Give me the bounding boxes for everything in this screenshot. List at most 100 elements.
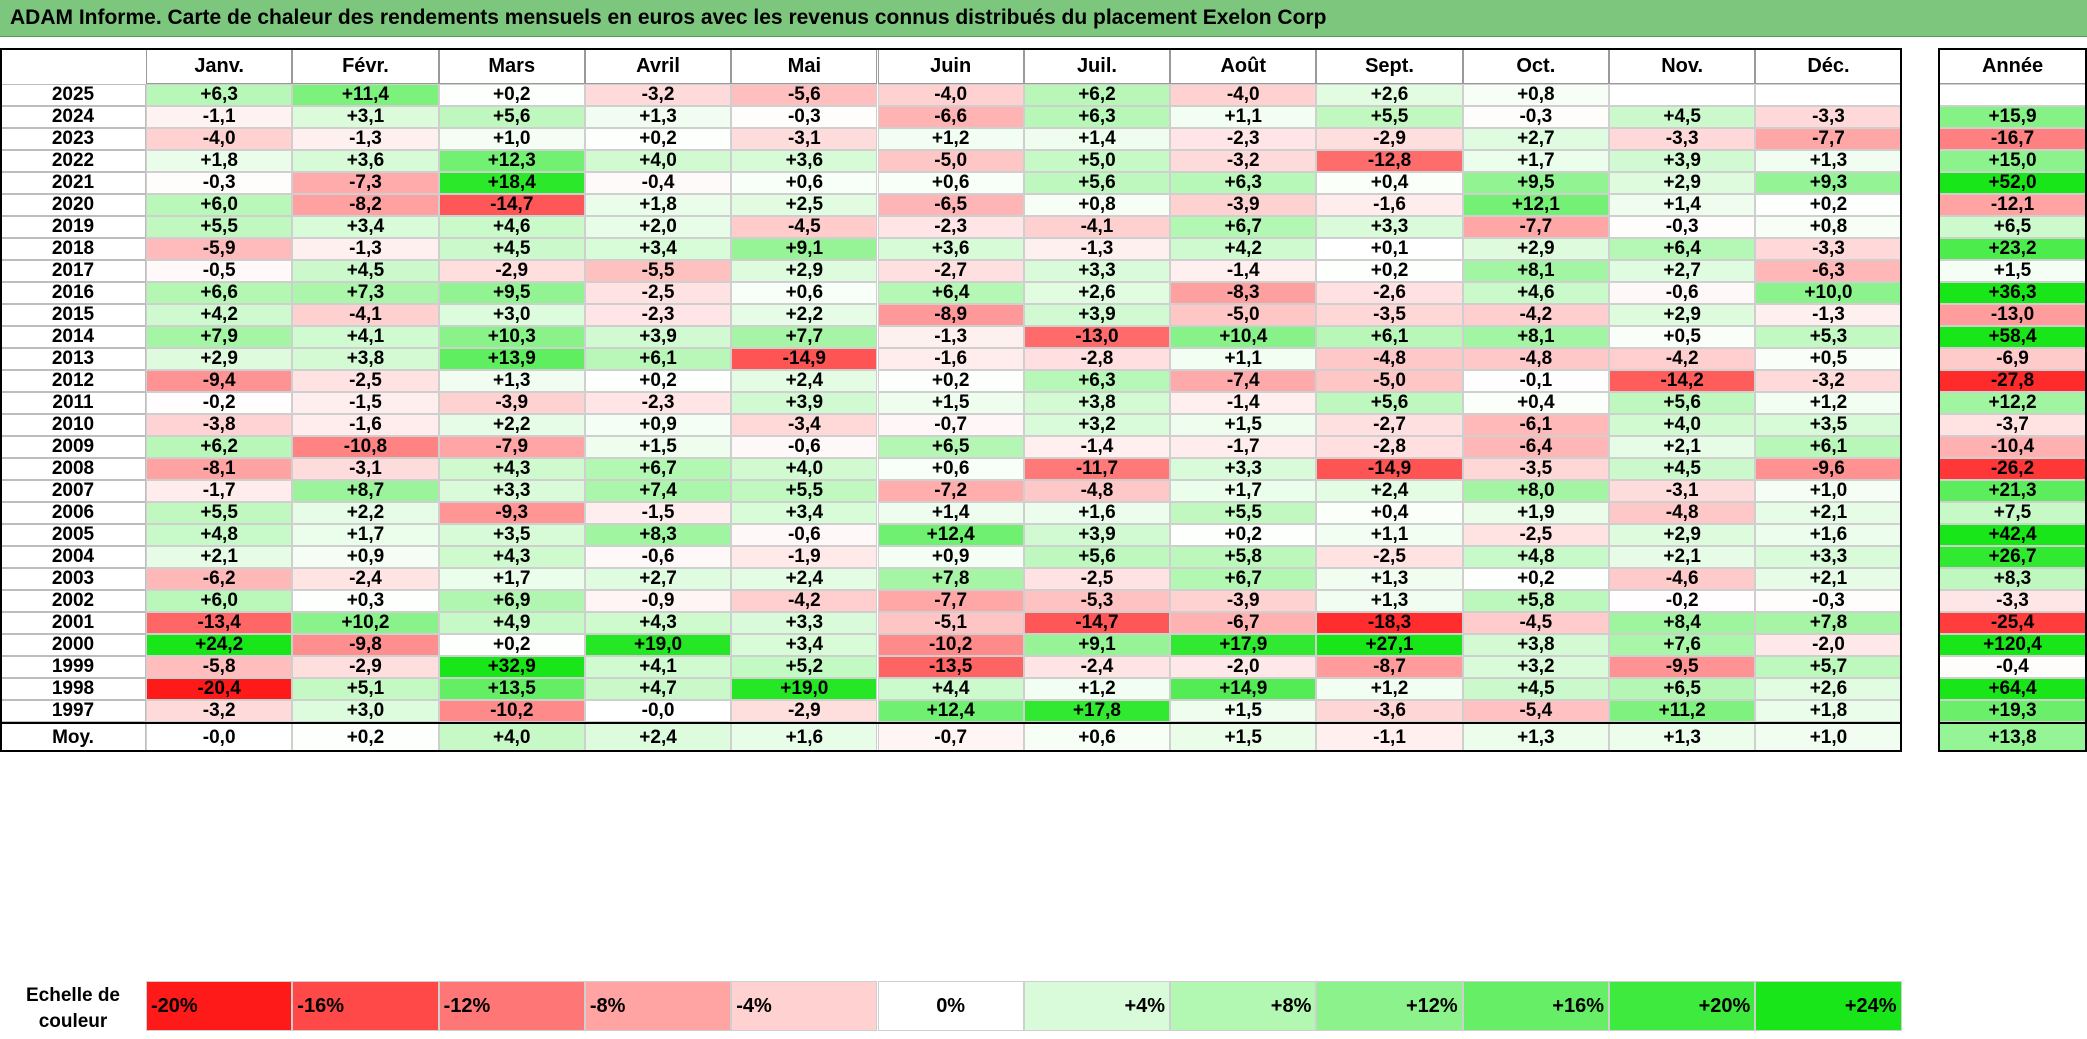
heatmap-cell: +1,1 <box>1316 524 1463 546</box>
heatmap-cell: -9,6 <box>1755 458 1902 480</box>
heatmap-cell: +6,7 <box>1170 568 1317 590</box>
heatmap-cell: +9,3 <box>1755 172 1902 194</box>
heatmap-cell: +0,6 <box>731 282 878 304</box>
heatmap-cell: -6,1 <box>1462 414 1609 436</box>
heatmap-cell: +1,9 <box>1462 502 1609 524</box>
heatmap-cell: +6,3 <box>146 84 293 106</box>
heatmap-cell: -3,8 <box>146 414 293 436</box>
heatmap-cell: -3,4 <box>731 414 878 436</box>
annual-cell: -16,7 <box>1938 128 2087 150</box>
heatmap-cell: +1,3 <box>584 106 732 128</box>
year-label: 2014 <box>0 326 146 348</box>
heatmap-cell: +1,6 <box>1755 524 1902 546</box>
heatmap-cell: +1,6 <box>1023 502 1171 524</box>
heatmap-cell: +19,0 <box>731 678 878 700</box>
heatmap-cell: +5,6 <box>438 106 585 128</box>
heatmap-cell: +0,3 <box>292 590 439 612</box>
heatmap-cell: -0,2 <box>146 392 293 414</box>
heatmap-cell: -3,1 <box>1609 480 1756 502</box>
heatmap-cell: -9,3 <box>438 502 585 524</box>
heatmap-cell: +3,4 <box>292 216 439 238</box>
heatmap-cell: -6,7 <box>1170 612 1317 634</box>
heatmap-cell: +9,1 <box>1023 634 1171 656</box>
heatmap-cell: +4,4 <box>877 678 1024 700</box>
heatmap-cell: +2,2 <box>438 414 585 436</box>
heatmap-cell: +5,6 <box>1023 546 1171 568</box>
month-header: Janv. <box>146 48 293 84</box>
heatmap-cell <box>1609 84 1756 106</box>
heatmap-cell: -0,3 <box>731 106 878 128</box>
heatmap-cell: +3,3 <box>731 612 878 634</box>
heatmap-cell: +6,2 <box>1023 84 1171 106</box>
heatmap-cell: +6,1 <box>1316 326 1463 348</box>
heatmap-cell: -4,8 <box>1462 348 1609 370</box>
heatmap-cell: +11,2 <box>1609 700 1756 722</box>
month-header: Sept. <box>1316 48 1463 84</box>
year-label: 2025 <box>0 84 146 106</box>
heatmap-cell: +0,6 <box>877 172 1024 194</box>
heatmap-cell: -1,3 <box>292 238 439 260</box>
heatmap-cell: +0,9 <box>584 414 732 436</box>
heatmap-cell: -8,9 <box>877 304 1024 326</box>
heatmap-cell: -2,9 <box>731 700 878 722</box>
heatmap-cell: +3,4 <box>584 238 732 260</box>
heatmap-cell: +0,6 <box>731 172 878 194</box>
heatmap-cell: -3,1 <box>731 128 878 150</box>
color-scale-legend: Echelle de couleur -20% -16% -12% -8% -4% 0% +… <box>0 981 1902 1037</box>
heatmap-cell: -2,0 <box>1170 656 1317 678</box>
color-scale-step: +20% <box>1609 981 1756 1031</box>
heatmap-cell: +6,3 <box>1170 172 1317 194</box>
heatmap-cell: +0,2 <box>1755 194 1902 216</box>
heatmap-cell: -5,6 <box>731 84 878 106</box>
heatmap-cell: -10,2 <box>438 700 585 722</box>
heatmap-cell: +0,5 <box>1609 326 1756 348</box>
heatmap-cell: -5,0 <box>877 150 1024 172</box>
heatmap-cell: +2,9 <box>1609 524 1756 546</box>
heatmap-cell: +4,1 <box>584 656 732 678</box>
heatmap-cell: +2,0 <box>584 216 732 238</box>
heatmap-cell: +0,2 <box>584 128 732 150</box>
heatmap-cell: +12,4 <box>877 700 1024 722</box>
annual-returns-column: Année +15,9 -16,7 +15,0 +52,0 -12,1 +6,5 +23,2 +… <box>1938 48 2087 969</box>
heatmap-cell: +5,2 <box>731 656 878 678</box>
annual-header: Année <box>1938 48 2087 84</box>
heatmap-cell: +3,9 <box>1023 524 1171 546</box>
year-label: 2002 <box>0 590 146 612</box>
heatmap-cell: +5,5 <box>146 502 293 524</box>
year-label: 2022 <box>0 150 146 172</box>
heatmap-cell: -4,5 <box>731 216 878 238</box>
heatmap-cell: +6,9 <box>438 590 585 612</box>
heatmap-cell: +5,1 <box>292 678 439 700</box>
annual-cell <box>1938 84 2087 106</box>
heatmap-cell: -0,5 <box>146 260 293 282</box>
heatmap-cell: -0,3 <box>1462 106 1609 128</box>
heatmap-cell: +3,9 <box>731 392 878 414</box>
heatmap-cell: +6,7 <box>1170 216 1317 238</box>
heatmap-cell: -1,3 <box>877 326 1024 348</box>
average-cell: +1,3 <box>1609 722 1756 752</box>
heatmap-cell: +13,5 <box>438 678 585 700</box>
year-label: 2012 <box>0 370 146 392</box>
heatmap-cell: +0,2 <box>1316 260 1463 282</box>
year-label: 1998 <box>0 678 146 700</box>
heatmap-cell: -4,2 <box>1462 304 1609 326</box>
heatmap-cell: +3,6 <box>877 238 1024 260</box>
year-label: 2018 <box>0 238 146 260</box>
heatmap-cell: -3,2 <box>584 84 732 106</box>
heatmap-cell: +0,2 <box>877 370 1024 392</box>
heatmap-cell: +1,5 <box>1170 700 1317 722</box>
year-label: 2000 <box>0 634 146 656</box>
heatmap-cell: +5,8 <box>1170 546 1317 568</box>
heatmap-cell: +2,6 <box>1316 84 1463 106</box>
heatmap-cell: +10,4 <box>1170 326 1317 348</box>
heatmap-cell: +1,2 <box>1316 678 1463 700</box>
heatmap-cell: -8,3 <box>1170 282 1317 304</box>
heatmap-cell: +7,8 <box>1755 612 1902 634</box>
heatmap-cell: +24,2 <box>146 634 293 656</box>
heatmap-cell: -0,6 <box>1609 282 1756 304</box>
heatmap-cell: +1,7 <box>1170 480 1317 502</box>
heatmap-cell: +10,2 <box>292 612 439 634</box>
heatmap-cell: -5,4 <box>1462 700 1609 722</box>
heatmap-cell: -14,2 <box>1609 370 1756 392</box>
heatmap-cell: -0,6 <box>731 524 878 546</box>
